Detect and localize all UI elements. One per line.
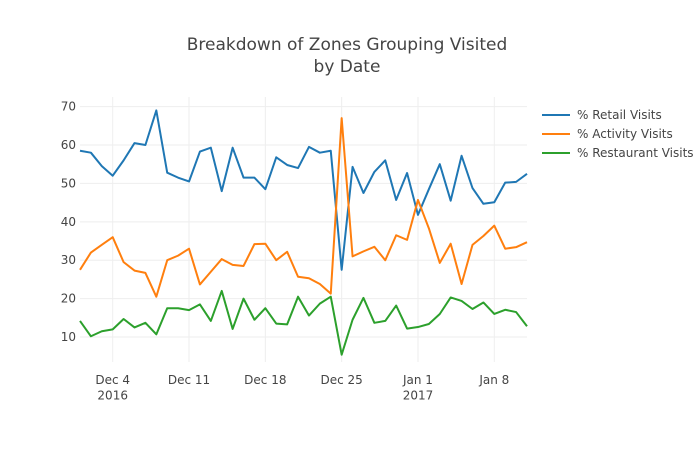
line-series	[79, 117, 528, 298]
y-tick-label: 30	[61, 253, 76, 267]
y-tick-label: 20	[61, 291, 76, 305]
legend-label: % Restaurant Visits	[577, 146, 694, 160]
x-tick-label: Dec 4 2016	[95, 373, 130, 403]
x-tick-label: Dec 18	[244, 373, 286, 387]
x-tick-label: Dec 11	[168, 373, 210, 387]
x-tick-label: Jan 1 2017	[402, 373, 433, 403]
y-tick-label: 50	[61, 176, 76, 190]
y-tick-label: 10	[61, 330, 76, 344]
legend-label: % Retail Visits	[577, 108, 662, 122]
x-tick-label: Jan 8	[478, 373, 509, 387]
y-tick-label: 70	[61, 99, 76, 113]
line-series	[79, 289, 528, 356]
chart-title: Breakdown of Zones Grouping Visited by Da…	[187, 35, 508, 77]
legend-label: % Activity Visits	[577, 127, 673, 141]
y-tick-label: 60	[61, 138, 76, 152]
x-tick-label: Dec 25	[321, 373, 363, 387]
y-tick-label: 40	[61, 214, 76, 228]
line-series	[79, 109, 528, 271]
